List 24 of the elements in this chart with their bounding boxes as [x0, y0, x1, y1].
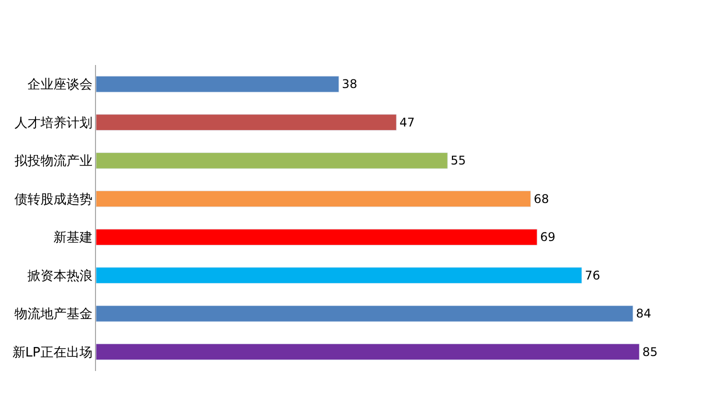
y-tick-label: 新LP正在出场	[12, 345, 92, 360]
data-label: 55	[450, 154, 466, 168]
y-tick-label: 拟投物流产业	[14, 153, 92, 170]
y-tick-label: 人才培养计划	[14, 114, 92, 131]
bar	[96, 344, 640, 360]
bar	[96, 76, 340, 92]
y-tick-label: 掀资本热浪	[27, 268, 92, 284]
bar	[96, 305, 634, 322]
data-label: 85	[642, 344, 658, 359]
bar	[96, 267, 582, 284]
bar	[96, 228, 538, 246]
data-label: 38	[342, 77, 358, 92]
data-label: 69	[540, 230, 556, 244]
bar	[96, 114, 397, 131]
bar	[96, 152, 448, 169]
y-tick-label: 新基建	[53, 230, 92, 246]
y-tick-label: 债转股成趋势	[14, 192, 92, 208]
data-label: 68	[534, 192, 549, 206]
y-tick-label: 物流地产基金	[14, 306, 92, 322]
data-label: 76	[584, 268, 600, 282]
y-tick-label: 企业座谈会	[27, 76, 92, 93]
data-label: 47	[399, 115, 415, 130]
bar	[96, 190, 531, 208]
data-label: 84	[636, 306, 652, 321]
